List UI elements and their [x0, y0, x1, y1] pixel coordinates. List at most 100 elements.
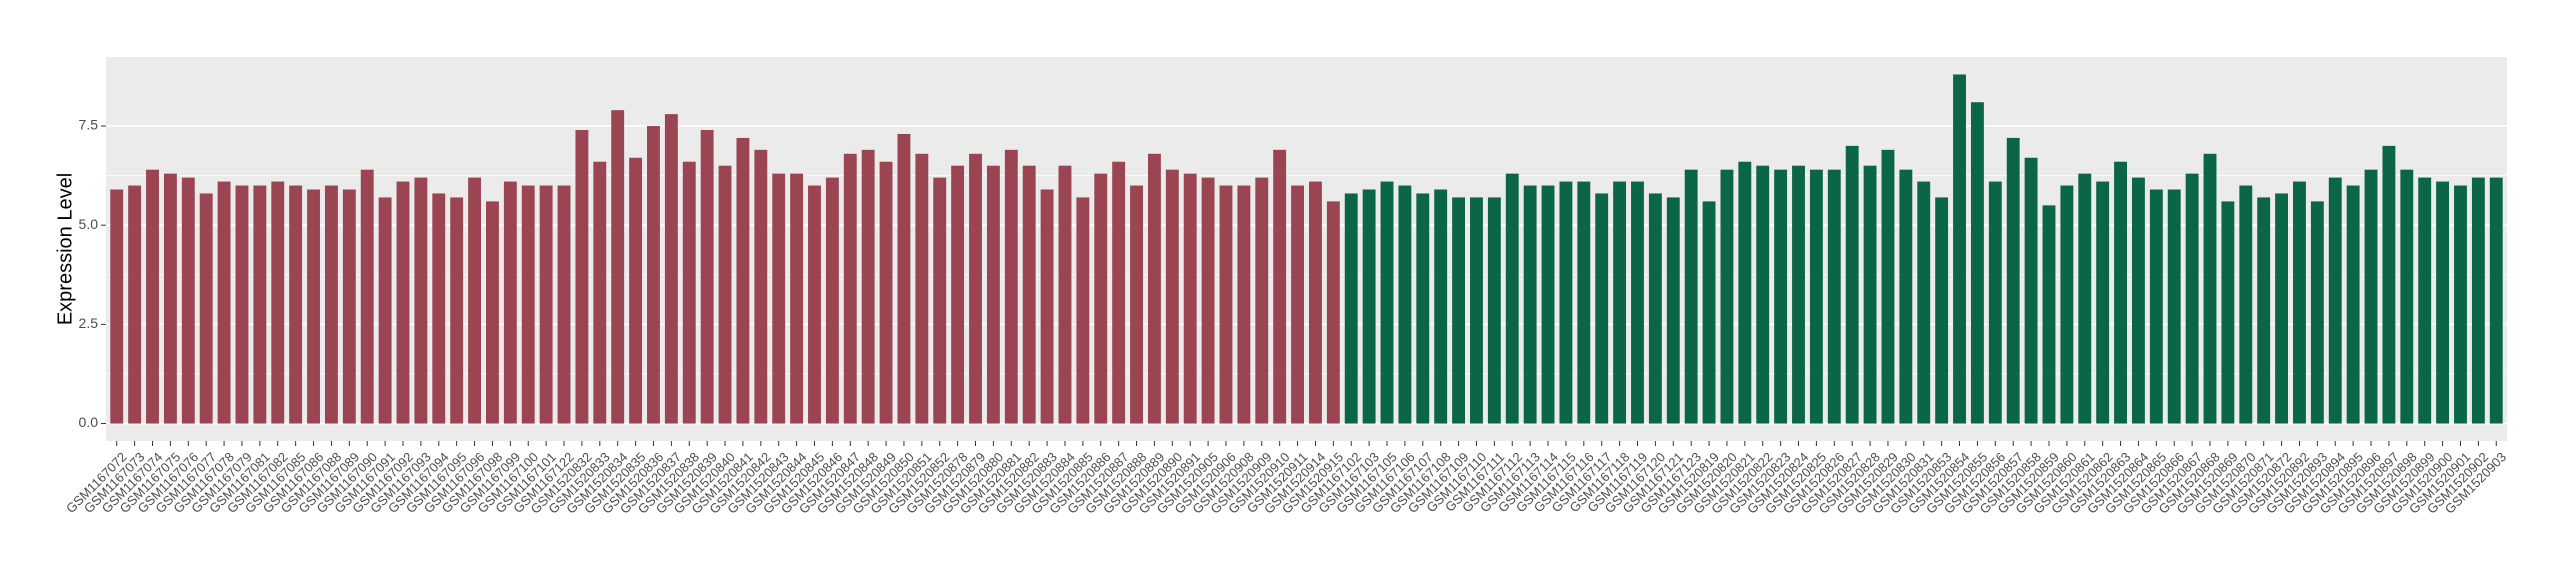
bar — [2293, 181, 2306, 424]
bar — [825, 177, 839, 424]
bar — [861, 149, 875, 424]
bar — [1434, 189, 1448, 424]
bar — [790, 173, 804, 424]
bar — [1917, 181, 1931, 424]
bar — [521, 185, 535, 424]
bar — [2132, 177, 2145, 424]
bar — [1738, 161, 1752, 424]
bar — [503, 181, 517, 424]
bar — [432, 193, 446, 424]
bar — [1255, 177, 1269, 424]
bar — [1523, 185, 1537, 424]
bar — [2114, 161, 2127, 424]
bar — [915, 153, 929, 424]
bar — [2310, 201, 2324, 424]
bar — [1774, 169, 1788, 424]
bar — [2489, 177, 2503, 424]
bar — [414, 177, 428, 424]
bar — [1201, 177, 1215, 424]
bar — [1970, 102, 1984, 424]
bar — [718, 165, 732, 424]
bar — [736, 137, 750, 424]
bar — [2185, 173, 2199, 424]
bar — [1541, 185, 1555, 424]
bar — [378, 197, 392, 424]
bar — [342, 189, 356, 424]
bar — [235, 185, 249, 424]
bar — [1040, 189, 1054, 424]
bar — [951, 165, 965, 424]
bar — [2060, 185, 2074, 424]
bar — [1487, 197, 1501, 424]
bar — [1309, 181, 1322, 424]
bar — [1022, 165, 1036, 424]
bar — [664, 114, 678, 424]
bar — [1505, 173, 1519, 424]
bar — [199, 193, 213, 424]
bar — [1380, 181, 1394, 424]
bar — [682, 161, 696, 424]
bar — [879, 161, 893, 424]
bar — [2024, 157, 2038, 424]
bar — [1631, 181, 1644, 424]
bar — [897, 133, 911, 424]
bar — [1666, 197, 1680, 424]
bar — [1147, 153, 1161, 424]
bar — [1720, 169, 1734, 424]
bar — [1058, 165, 1072, 424]
bar — [539, 185, 553, 424]
bar — [1004, 149, 1018, 424]
bar — [1559, 181, 1573, 424]
bar — [2400, 169, 2414, 424]
bar — [2221, 201, 2235, 424]
bar — [2471, 177, 2485, 424]
bar — [2382, 145, 2396, 424]
bar — [1344, 193, 1358, 424]
bar — [2239, 185, 2253, 424]
bar — [700, 129, 714, 424]
bar — [2042, 205, 2056, 424]
bar — [629, 157, 643, 424]
bar — [1792, 165, 1805, 424]
bar — [1094, 173, 1108, 424]
bar — [271, 181, 285, 424]
bar — [1273, 149, 1287, 424]
bar — [1291, 185, 1304, 424]
bar — [557, 185, 571, 424]
bar — [1326, 201, 1340, 424]
bar — [396, 181, 410, 424]
bar — [110, 189, 124, 424]
bar — [2006, 137, 2020, 424]
bar — [2203, 153, 2217, 424]
y-tick-label: 7.5 — [79, 117, 99, 133]
bar — [1899, 169, 1913, 424]
bar — [647, 126, 660, 424]
bar — [1702, 201, 1716, 424]
plot-panel — [106, 57, 2507, 441]
bar — [2096, 181, 2110, 424]
y-tick-label: 5.0 — [79, 216, 99, 232]
bar — [2454, 185, 2467, 424]
bar — [253, 185, 267, 424]
bar — [754, 149, 768, 424]
bar — [1881, 149, 1895, 424]
bar — [1827, 169, 1841, 424]
bar — [1452, 197, 1466, 424]
bar — [2149, 189, 2163, 424]
bar — [1112, 161, 1126, 424]
bar — [2167, 189, 2181, 424]
bar — [593, 161, 607, 424]
y-tick-label: 2.5 — [79, 315, 99, 331]
bar — [2257, 197, 2271, 424]
bar — [2078, 173, 2092, 424]
bar — [575, 129, 589, 424]
bar — [1577, 181, 1591, 424]
bar — [324, 185, 338, 424]
bar — [1362, 189, 1376, 424]
y-axis-title: Expression Level — [54, 173, 76, 325]
bar — [2346, 185, 2360, 424]
bar — [1953, 74, 1966, 424]
bar — [2418, 177, 2432, 424]
bar — [217, 181, 231, 424]
